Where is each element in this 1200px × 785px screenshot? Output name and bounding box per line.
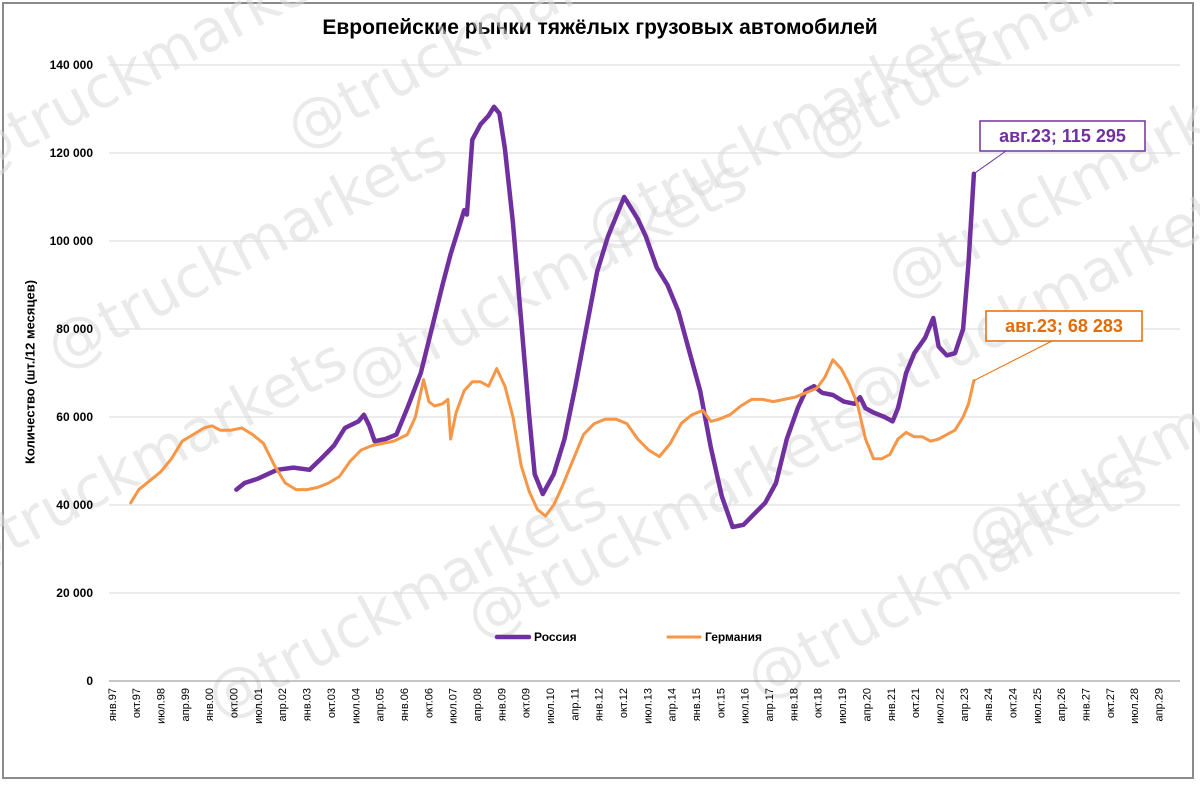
x-tick-label: окт.09: [521, 688, 533, 718]
x-tick-label: окт.24: [1007, 688, 1019, 718]
x-tick-label: апр.20: [861, 688, 873, 721]
x-axis-ticks: янв.97 окт.97 июл.98 апр.99 янв.00 окт.00 июл.…: [107, 688, 1166, 724]
annotation-label: авг.23; 68 283: [1005, 316, 1123, 336]
annotation-label: авг.23; 115 295: [999, 126, 1126, 146]
y-tick-label: 140 000: [50, 58, 94, 72]
y-tick-label: 80 000: [56, 322, 93, 336]
x-tick-label: апр.02: [277, 688, 289, 721]
x-tick-label: апр.11: [569, 688, 581, 721]
x-tick-label: июл.25: [1032, 688, 1044, 724]
x-tick-label: янв.24: [983, 688, 995, 721]
x-tick-label: окт.03: [326, 688, 338, 718]
x-tick-label: июл.22: [934, 688, 946, 724]
x-tick-label: янв.27: [1080, 688, 1092, 721]
x-tick-label: янв.12: [594, 688, 606, 721]
x-tick-label: янв.97: [107, 688, 119, 721]
y-tick-label: 60 000: [56, 410, 93, 424]
x-tick-label: окт.15: [715, 688, 727, 718]
x-tick-label: июл.13: [642, 688, 654, 724]
x-tick-label: окт.06: [423, 688, 435, 718]
annotation-leader-line: [973, 150, 1007, 175]
x-tick-label: янв.09: [496, 688, 508, 721]
x-tick-label: апр.17: [764, 688, 776, 721]
x-tick-label: апр.26: [1056, 688, 1068, 721]
legend-label: Германия: [705, 630, 762, 644]
x-tick-label: окт.27: [1105, 688, 1117, 718]
x-tick-label: окт.21: [910, 688, 922, 718]
annotation-box: [979, 120, 1146, 152]
x-tick-label: апр.99: [180, 688, 192, 721]
x-tick-label: июл.98: [156, 688, 168, 724]
annotations: авг.23; 115 295 авг.23; 68 283: [973, 120, 1146, 382]
x-tick-label: янв.15: [691, 688, 703, 721]
legend-label: Россия: [534, 630, 577, 644]
x-tick-label: окт.97: [131, 688, 143, 718]
x-tick-label: янв.00: [204, 688, 216, 721]
watermark-text: @truckmarkets: [275, 0, 698, 162]
series-lines: [129, 104, 977, 530]
annotation-leader-line: [973, 340, 1053, 382]
y-tick-label: 100 000: [50, 234, 94, 248]
x-tick-label: июл.07: [448, 688, 460, 724]
x-tick-label: июл.19: [837, 688, 849, 724]
y-tick-label: 40 000: [56, 498, 93, 512]
x-tick-label: июл.10: [545, 688, 557, 724]
legend: Россия Германия: [494, 630, 762, 644]
x-tick-label: окт.18: [813, 688, 825, 718]
y-tick-label: 20 000: [56, 586, 93, 600]
y-tick-label: 0: [86, 674, 93, 688]
x-tick-label: апр.08: [472, 688, 484, 721]
x-tick-label: окт.00: [229, 688, 241, 718]
x-tick-label: янв.06: [399, 688, 411, 721]
x-tick-label: июл.28: [1129, 688, 1141, 724]
x-tick-label: окт.12: [618, 688, 630, 718]
series-line-germany: [129, 358, 976, 518]
x-tick-label: апр.29: [1154, 688, 1166, 721]
x-tick-label: июл.01: [253, 688, 265, 724]
chart-title: Европейские рынки тяжёлых грузовых автом…: [322, 16, 878, 39]
x-tick-label: июл.16: [740, 688, 752, 724]
y-tick-label: 120 000: [50, 146, 94, 160]
watermark-layer: @truckmarkets@truckmarkets @truckmarkets@…: [0, 0, 1200, 732]
x-tick-label: апр.14: [667, 688, 679, 721]
x-tick-label: апр.05: [375, 688, 387, 721]
y-axis-ticks: 0 20 000 40 000 60 000 80 000 100 000 120 000 1…: [50, 58, 94, 688]
series-line-russia: [234, 104, 977, 530]
annotation-box: [985, 310, 1143, 342]
watermark-text: @truckmarkets: [0, 324, 358, 592]
grid-lines: [109, 64, 1180, 682]
x-tick-label: июл.04: [350, 688, 362, 724]
x-tick-label: апр.23: [959, 688, 971, 721]
x-tick-label: янв.18: [788, 688, 800, 721]
x-tick-label: янв.21: [886, 688, 898, 721]
x-tick-label: янв.03: [302, 688, 314, 721]
